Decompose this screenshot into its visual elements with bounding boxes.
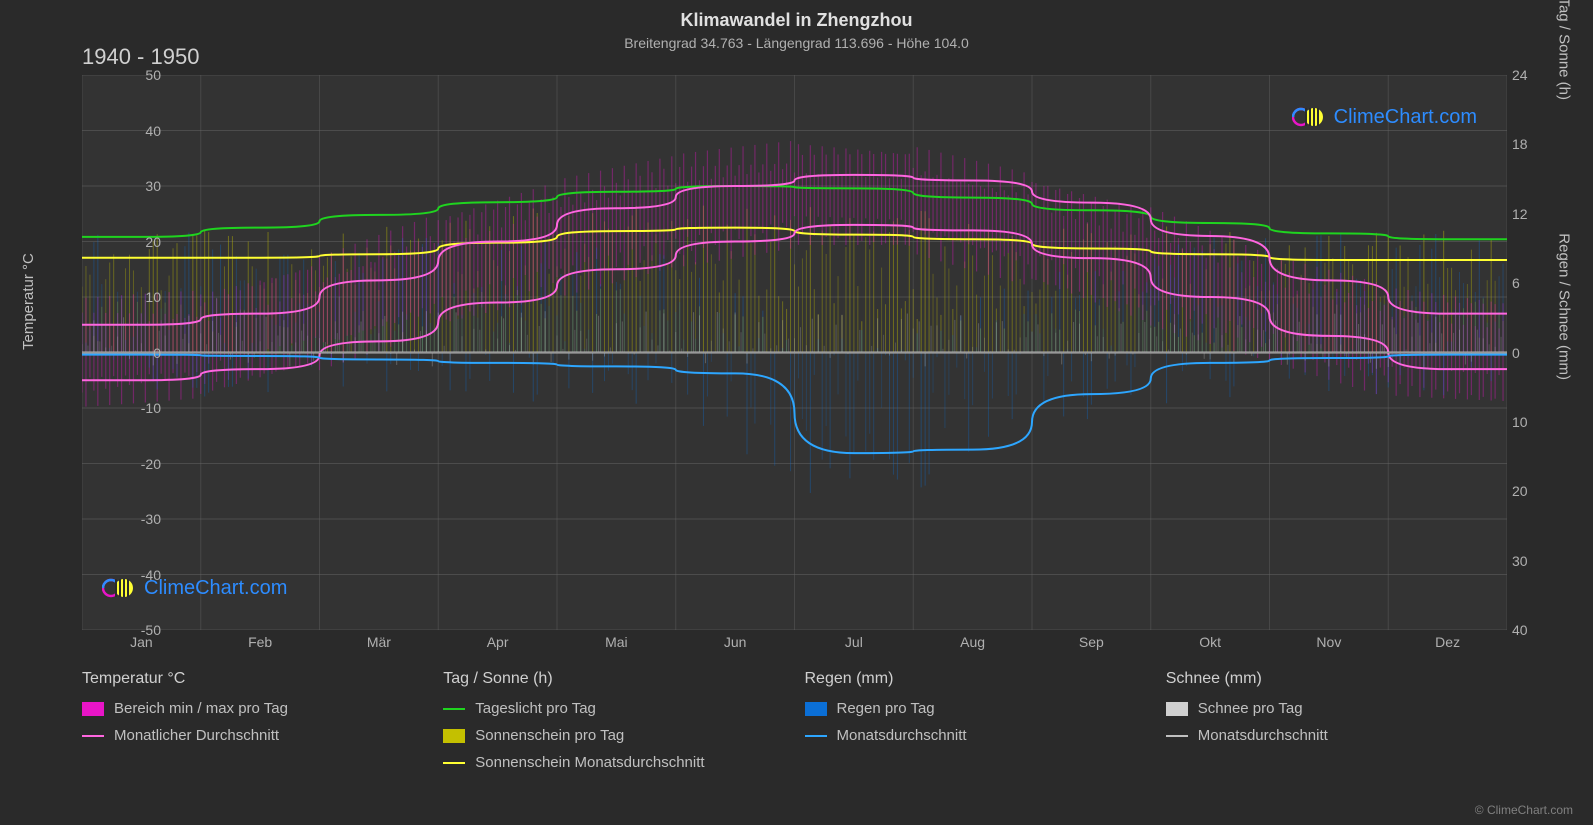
legend-header: Tag / Sonne (h) [443,670,784,688]
y-tick-left: -10 [111,400,161,416]
legend-item: Schnee pro Tag [1166,700,1507,717]
legend-header: Regen (mm) [805,670,1146,688]
y-tick-left: 50 [111,67,161,83]
x-tick: Jul [834,634,874,650]
y-tick-right-bottom: 10 [1512,414,1562,430]
y-tick-left: 40 [111,123,161,139]
legend-item: Monatsdurchschnitt [805,727,1146,744]
legend-label: Sonnenschein pro Tag [475,727,624,744]
copyright: © ClimeChart.com [1475,803,1573,817]
legend-label: Monatsdurchschnitt [837,727,967,744]
legend-line-icon [82,735,104,737]
legend-line-icon [443,708,465,710]
legend-item: Monatsdurchschnitt [1166,727,1507,744]
legend-label: Tageslicht pro Tag [475,700,596,717]
legend-line-icon [805,735,827,737]
legend-label: Regen pro Tag [837,700,935,717]
legend-label: Monatsdurchschnitt [1198,727,1328,744]
chart-plot-area: ClimeChart.com ClimeChart.com [82,75,1507,630]
y-tick-left: 10 [111,289,161,305]
y-tick-right-bottom: 20 [1512,483,1562,499]
x-tick: Feb [240,634,280,650]
y-tick-left: -40 [111,567,161,583]
watermark-text: ClimeChart.com [144,577,287,600]
x-tick: Jan [121,634,161,650]
legend-group: Schnee (mm) Schnee pro Tag Monatsdurchschn… [1166,670,1507,781]
y-tick-right-bottom: 40 [1512,622,1562,638]
legend-swatch-icon [805,702,827,716]
legend-label: Bereich min / max pro Tag [114,700,288,717]
legend-group: Temperatur °C Bereich min / max pro Tag Mo… [82,670,423,781]
y-tick-right-top: 18 [1512,136,1562,152]
x-tick: Mai [596,634,636,650]
y-tick-left: 20 [111,234,161,250]
legend-item: Tageslicht pro Tag [443,700,784,717]
climechart-logo-icon [1292,105,1328,129]
chart-svg [82,75,1507,630]
legend-item: Sonnenschein pro Tag [443,727,784,744]
legend-swatch-icon [443,729,465,743]
x-tick: Mär [359,634,399,650]
legend-group: Tag / Sonne (h) Tageslicht pro Tag Sonnens… [443,670,784,781]
x-tick: Okt [1190,634,1230,650]
chart-subtitle: Breitengrad 34.763 - Längengrad 113.696 … [0,31,1593,51]
x-tick: Sep [1071,634,1111,650]
legend: Temperatur °C Bereich min / max pro Tag Mo… [82,670,1507,781]
legend-line-icon [443,762,465,764]
legend-swatch-icon [82,702,104,716]
chart-title: Klimawandel in Zhengzhou [0,0,1593,31]
legend-label: Schnee pro Tag [1198,700,1303,717]
legend-group: Regen (mm) Regen pro Tag Monatsdurchschnit… [805,670,1146,781]
x-tick: Nov [1309,634,1349,650]
y-tick-right-top: 24 [1512,67,1562,83]
y-tick-right-top: 6 [1512,275,1562,291]
watermark-text: ClimeChart.com [1334,106,1477,129]
y-tick-right-top: 0 [1512,345,1562,361]
legend-item: Regen pro Tag [805,700,1146,717]
legend-swatch-icon [1166,702,1188,716]
y-tick-right-bottom: 30 [1512,553,1562,569]
watermark-top: ClimeChart.com [1292,105,1477,129]
legend-item: Bereich min / max pro Tag [82,700,423,717]
legend-line-icon [1166,735,1188,737]
legend-item: Sonnenschein Monatsdurchschnitt [443,754,784,771]
y-tick-left: -30 [111,511,161,527]
y-tick-right-top: 12 [1512,206,1562,222]
legend-item: Monatlicher Durchschnitt [82,727,423,744]
x-tick: Apr [478,634,518,650]
x-tick: Dez [1428,634,1468,650]
y-tick-left: 30 [111,178,161,194]
x-tick: Aug [953,634,993,650]
y-axis-left-label: Temperatur °C [20,253,37,350]
legend-header: Temperatur °C [82,670,423,688]
x-tick: Jun [715,634,755,650]
y-tick-left: 0 [111,345,161,361]
y-axis-right-top-label: Tag / Sonne (h) [1556,0,1573,100]
legend-header: Schnee (mm) [1166,670,1507,688]
legend-label: Monatlicher Durchschnitt [114,727,279,744]
y-tick-left: -20 [111,456,161,472]
legend-label: Sonnenschein Monatsdurchschnitt [475,754,704,771]
